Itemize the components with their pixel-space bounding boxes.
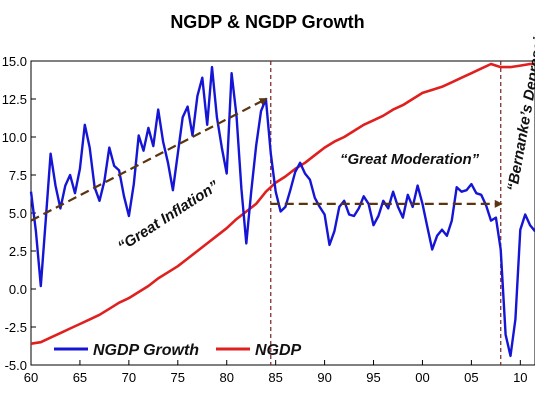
inflation-arrow (30, 98, 268, 222)
y-tick-label: 15.0 (2, 54, 27, 69)
x-tick-label: 70 (122, 370, 136, 385)
x-tick-label: 10 (513, 370, 527, 385)
y-tick-label: 5.0 (9, 206, 27, 221)
x-tick-label: 75 (171, 370, 185, 385)
x-tick-label: 00 (415, 370, 429, 385)
reference-lines (270, 61, 502, 365)
plot-frame (30, 60, 535, 366)
x-tick-label: 80 (219, 370, 233, 385)
y-tick-label: 2.5 (9, 244, 27, 259)
y-tick-label: -2.5 (5, 320, 27, 335)
y-tick-label: 0.0 (9, 282, 27, 297)
y-tick-label: 10.0 (2, 130, 27, 145)
y-tick-label: 12.5 (2, 92, 27, 107)
legend-label-ngdp-growth: NGDP Growth (93, 342, 199, 359)
axes: 15.0 12.5 10.0 7.5 5.0 2.5 0.0 -2.5 -5.060 65 70 75… (2, 54, 535, 385)
y-tick-label: 7.5 (9, 168, 27, 183)
x-tick-label: 85 (268, 370, 282, 385)
annotation-bernanke: “Bernanke’s Depression” (504, 11, 535, 193)
legend-label-ngdp: NGDP (255, 342, 302, 359)
x-tick-label: 90 (317, 370, 331, 385)
legend: NGDP Growth NGDP (54, 342, 302, 359)
x-tick-label: 60 (24, 370, 38, 385)
y-tick-label: -5.0 (5, 358, 27, 373)
x-tick-label: 65 (73, 370, 87, 385)
x-tick-label: 95 (366, 370, 380, 385)
x-tick-label: 05 (464, 370, 478, 385)
ngdp-line (30, 62, 535, 345)
chart-title: NGDP & NGDP Growth (170, 12, 365, 32)
annotation-great-moderation: “Great Moderation” (340, 151, 480, 168)
series-layer (29, 62, 535, 358)
ngdp-growth-line (29, 65, 535, 358)
trend-arrows (30, 98, 503, 222)
